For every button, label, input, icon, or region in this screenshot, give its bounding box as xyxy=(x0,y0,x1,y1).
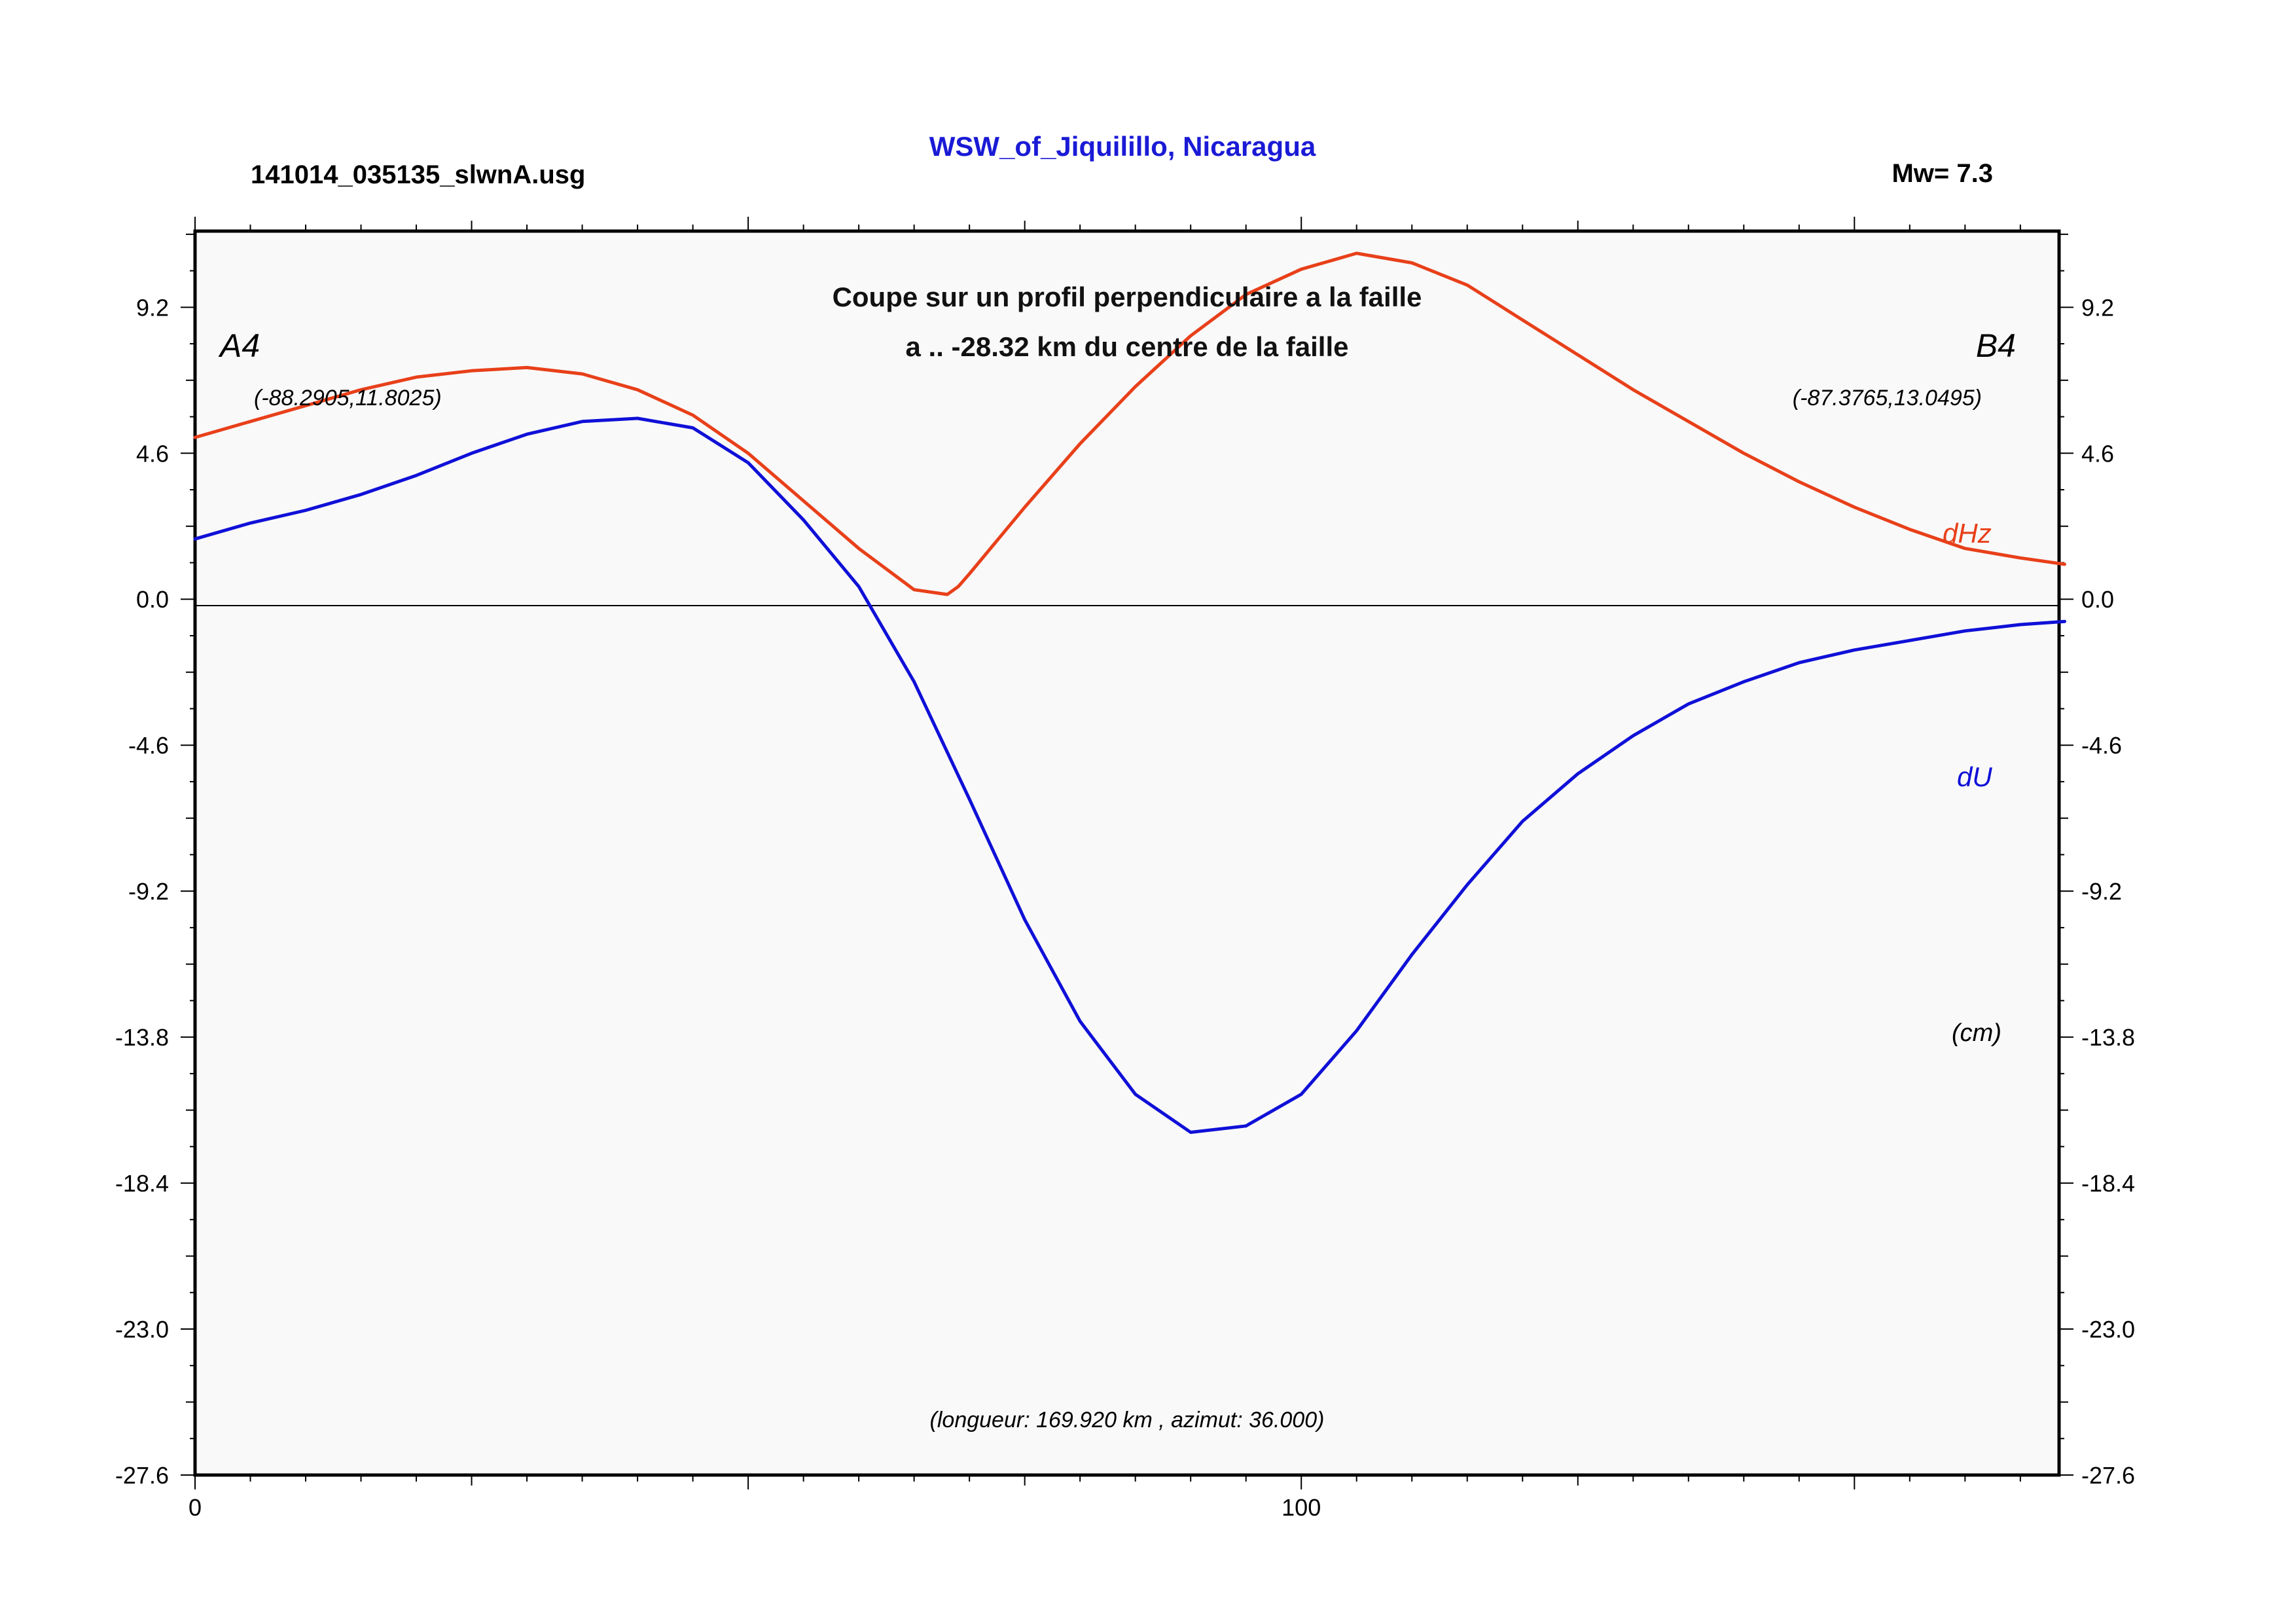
y-tick-label-left: -4.6 xyxy=(128,732,169,759)
data-lines xyxy=(193,251,2066,1134)
y-tick-label-left: -9.2 xyxy=(128,878,169,905)
x-tick-label: 100 xyxy=(1282,1494,1321,1521)
location-title: WSW_of_Jiquilillo, Nicaragua xyxy=(929,131,1316,162)
point-b-coords: (-87.3765,13.0495) xyxy=(1793,386,1982,410)
x-tick-label: 0 xyxy=(188,1494,202,1521)
axis-ticks: 9.2 9.2 4.6 4.6 0.0 0.0 -4.6 -4.6 -9.2 -9.2 -13.8 -… xyxy=(115,217,2135,1521)
profile-subtitle-line2: a .. -28.32 km du centre de la faille xyxy=(906,331,1349,362)
y-tick-label-right: -13.8 xyxy=(2081,1024,2135,1051)
y-tick-label-right: 4.6 xyxy=(2081,440,2114,467)
profile-subtitle-line1: Coupe sur un profil perpendiculaire a la… xyxy=(833,282,1422,312)
y-tick-label-left: 9.2 xyxy=(136,294,169,321)
magnitude-label: Mw= 7.3 xyxy=(1892,159,1993,188)
profile-length-azimuth: (longueur: 169.920 km , azimut: 36.000) xyxy=(930,1408,1325,1432)
point-a-label: A4 xyxy=(218,327,260,364)
y-tick-label-left: -23.0 xyxy=(115,1316,169,1343)
point-b-label: B4 xyxy=(1976,327,2016,364)
series-label-du: dU xyxy=(1957,761,1992,792)
y-tick-label-left: 0.0 xyxy=(136,586,169,613)
y-tick-label-right: -18.4 xyxy=(2081,1170,2135,1197)
y-tick-label-right: 0.0 xyxy=(2081,586,2114,613)
series-line-dhz xyxy=(193,251,2066,596)
series-label-dhz: dHz xyxy=(1943,518,1992,549)
y-tick-label-right: -9.2 xyxy=(2081,878,2122,905)
plot-area xyxy=(193,229,2061,1477)
y-tick-label-left: -13.8 xyxy=(115,1024,169,1051)
y-tick-label-left: -18.4 xyxy=(115,1170,169,1197)
source-filename: 141014_035135_slwnA.usg xyxy=(251,160,585,189)
y-tick-label-right: 9.2 xyxy=(2081,294,2114,321)
y-tick-label-right: -4.6 xyxy=(2081,732,2122,759)
series-line-du xyxy=(193,416,2066,1134)
y-tick-label-left: 4.6 xyxy=(136,440,169,467)
unit-label: (cm) xyxy=(1952,1019,2001,1047)
y-tick-label-right: -23.0 xyxy=(2081,1316,2135,1343)
y-tick-label-left: -27.6 xyxy=(115,1462,169,1489)
point-a-coords: (-88.2905,11.8025) xyxy=(254,386,442,410)
y-tick-label-right: -27.6 xyxy=(2081,1462,2135,1489)
